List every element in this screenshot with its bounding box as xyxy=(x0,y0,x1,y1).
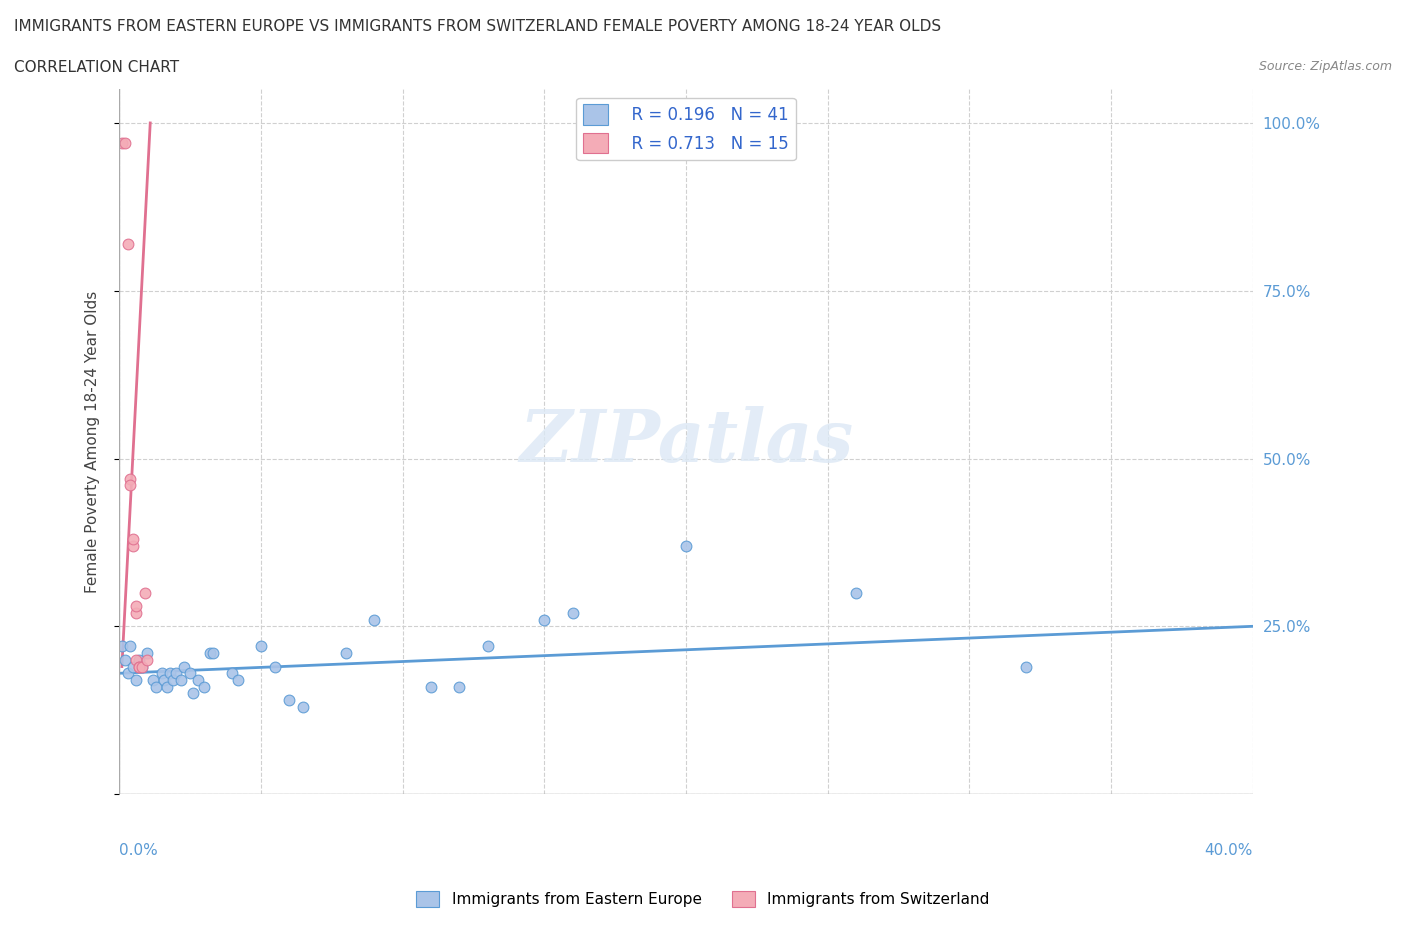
Point xyxy=(845,585,868,600)
Point xyxy=(142,672,165,687)
Point xyxy=(125,599,148,614)
Point xyxy=(159,666,181,681)
Point xyxy=(117,236,139,251)
Point xyxy=(145,679,167,694)
Point xyxy=(120,472,142,486)
Y-axis label: Female Poverty Among 18-24 Year Olds: Female Poverty Among 18-24 Year Olds xyxy=(86,290,100,592)
Point xyxy=(419,679,441,694)
Point xyxy=(226,672,249,687)
Point xyxy=(156,679,179,694)
Point xyxy=(477,639,499,654)
Point xyxy=(264,659,287,674)
Point xyxy=(150,666,173,681)
Text: 40.0%: 40.0% xyxy=(1205,844,1253,858)
Point xyxy=(335,645,357,660)
Text: ZIPatlas: ZIPatlas xyxy=(519,406,853,477)
Point xyxy=(136,653,159,668)
Point xyxy=(117,666,139,681)
Point xyxy=(120,639,142,654)
Point xyxy=(128,653,150,668)
Point xyxy=(114,136,136,151)
Point xyxy=(114,653,136,668)
Point xyxy=(125,605,148,620)
Point xyxy=(125,672,148,687)
Text: CORRELATION CHART: CORRELATION CHART xyxy=(14,60,179,75)
Point xyxy=(136,645,159,660)
Point xyxy=(561,605,583,620)
Point xyxy=(181,686,204,701)
Point xyxy=(179,666,201,681)
Point xyxy=(1015,659,1038,674)
Point xyxy=(134,585,156,600)
Point xyxy=(187,672,209,687)
Point xyxy=(363,612,385,627)
Point xyxy=(278,693,301,708)
Point xyxy=(292,699,315,714)
Point xyxy=(122,532,145,547)
Point xyxy=(249,639,271,654)
Point xyxy=(449,679,471,694)
Point xyxy=(173,659,195,674)
Point xyxy=(120,478,142,493)
Text: 0.0%: 0.0% xyxy=(120,844,157,858)
Point xyxy=(111,136,134,151)
Point xyxy=(128,659,150,674)
Point xyxy=(170,672,193,687)
Legend: Immigrants from Eastern Europe, Immigrants from Switzerland: Immigrants from Eastern Europe, Immigran… xyxy=(411,884,995,913)
Point xyxy=(165,666,187,681)
Point xyxy=(111,639,134,654)
Point xyxy=(153,672,176,687)
Point xyxy=(193,679,215,694)
Legend:   R = 0.196   N = 41,   R = 0.713   N = 15: R = 0.196 N = 41, R = 0.713 N = 15 xyxy=(576,98,796,160)
Point xyxy=(201,645,224,660)
Point xyxy=(128,659,150,674)
Point xyxy=(675,538,697,553)
Point xyxy=(131,659,153,674)
Point xyxy=(162,672,184,687)
Point xyxy=(221,666,243,681)
Text: IMMIGRANTS FROM EASTERN EUROPE VS IMMIGRANTS FROM SWITZERLAND FEMALE POVERTY AMO: IMMIGRANTS FROM EASTERN EUROPE VS IMMIGR… xyxy=(14,19,941,33)
Text: Source: ZipAtlas.com: Source: ZipAtlas.com xyxy=(1258,60,1392,73)
Point xyxy=(122,659,145,674)
Point xyxy=(125,653,148,668)
Point xyxy=(533,612,555,627)
Point xyxy=(131,659,153,674)
Point xyxy=(122,538,145,553)
Point xyxy=(198,645,221,660)
